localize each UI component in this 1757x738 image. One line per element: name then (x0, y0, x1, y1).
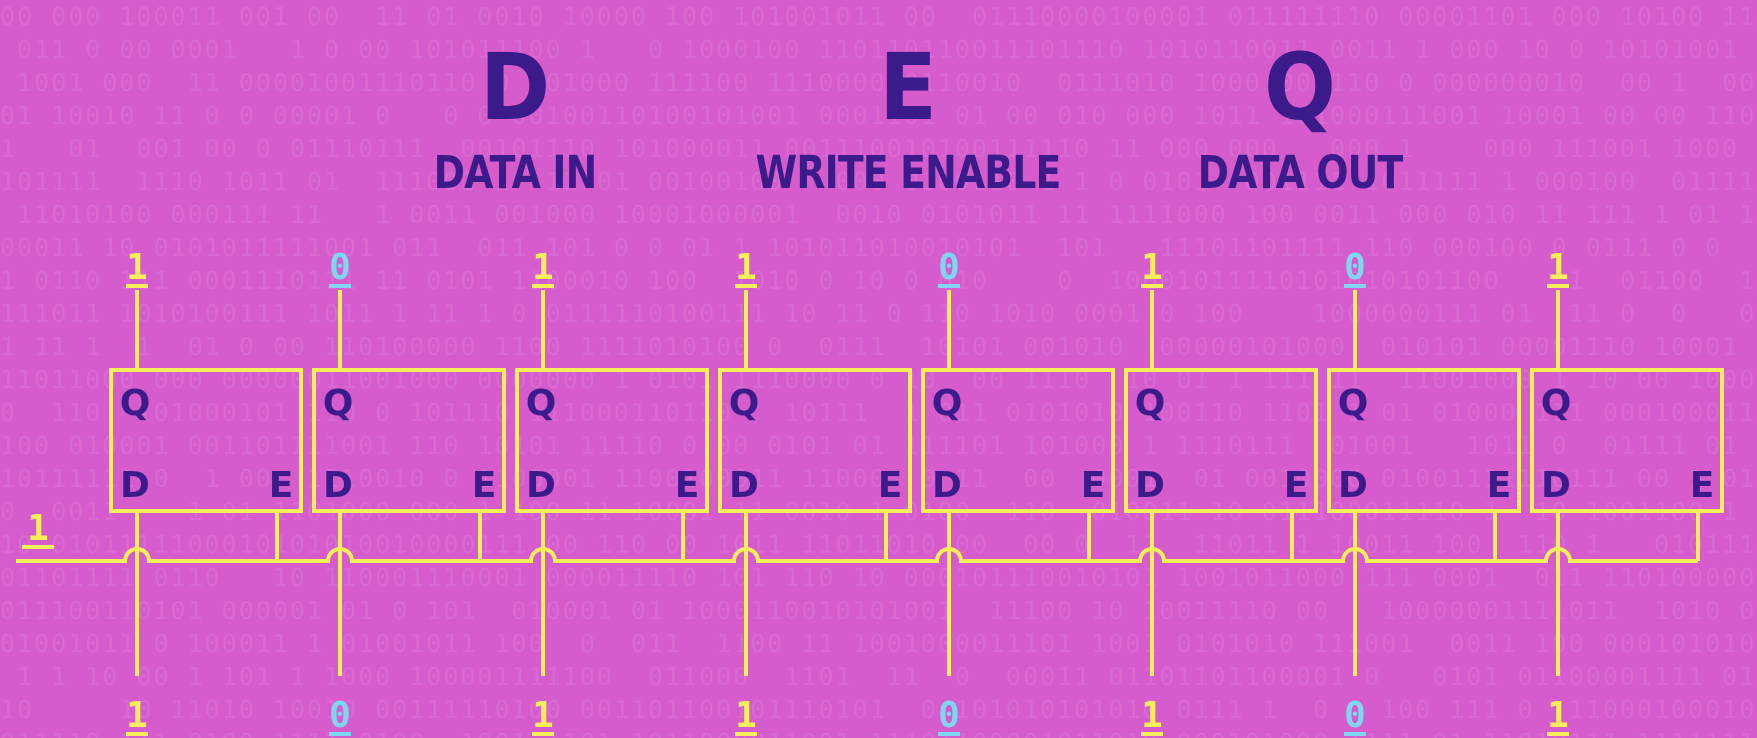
latch-box (312, 368, 506, 513)
heading-letter: Q (1264, 34, 1336, 141)
latch-label-d: D (526, 465, 556, 506)
latch-label-e: E (675, 465, 700, 506)
latch-label-q: Q (1541, 383, 1572, 424)
data-out-bit: 0 (329, 247, 351, 288)
latch-label-d: D (323, 465, 353, 506)
latch-label-d: D (729, 465, 759, 506)
data-in-bit: 0 (329, 695, 351, 736)
latch-label-e: E (1284, 465, 1309, 506)
latch-label-q: Q (729, 383, 760, 424)
data-out-bit: 1 (532, 247, 554, 288)
data-out-bit: 0 (1344, 247, 1366, 288)
latch-label-e: E (472, 465, 497, 506)
latch-box (1530, 368, 1724, 513)
heading-label: DATA IN (433, 146, 598, 199)
latch-box (718, 368, 912, 513)
latch-box (1327, 368, 1521, 513)
latch-label-e: E (1690, 465, 1715, 506)
latch-label-e: E (269, 465, 294, 506)
latch-label-e: E (878, 465, 903, 506)
data-in-bit: 1 (1547, 695, 1569, 736)
latch-box (1124, 368, 1318, 513)
latch-label-q: Q (1338, 383, 1369, 424)
latch-label-q: Q (1135, 383, 1166, 424)
heading-data-out: Q DATA OUT (1100, 38, 1500, 198)
data-out-bit: 1 (735, 247, 757, 288)
latch-label-d: D (1135, 465, 1165, 506)
data-in-bit: 1 (1141, 695, 1163, 736)
latch-label-q: Q (120, 383, 151, 424)
data-in-bit: 1 (126, 695, 148, 736)
data-in-bit: 0 (938, 695, 960, 736)
latch-box (921, 368, 1115, 513)
data-out-bit: 1 (1547, 247, 1569, 288)
heading-data-in: D DATA IN (315, 38, 715, 198)
write-enable-value: 1 (27, 508, 49, 549)
latch-label-d: D (1338, 465, 1368, 506)
heading-write-enable: E WRITE ENABLE (708, 38, 1108, 198)
heading-letter: D (479, 34, 551, 141)
write-enable-bus (16, 547, 1698, 563)
latch-label-q: Q (932, 383, 963, 424)
heading-letter: E (879, 34, 937, 141)
latch-box (109, 368, 303, 513)
data-out-bit: 1 (126, 247, 148, 288)
heading-label: DATA OUT (1197, 146, 1404, 199)
latch-label-e: E (1487, 465, 1512, 506)
latch-label-e: E (1081, 465, 1106, 506)
latch-label-d: D (120, 465, 150, 506)
data-out-bit: 1 (1141, 247, 1163, 288)
latch-box (515, 368, 709, 513)
data-in-bit: 1 (735, 695, 757, 736)
latch-label-d: D (932, 465, 962, 506)
data-out-bit: 0 (938, 247, 960, 288)
latch-label-q: Q (323, 383, 354, 424)
latch-label-q: Q (526, 383, 557, 424)
data-in-bit: 1 (532, 695, 554, 736)
data-in-bit: 0 (1344, 695, 1366, 736)
heading-label: WRITE ENABLE (755, 146, 1062, 199)
latch-label-d: D (1541, 465, 1571, 506)
